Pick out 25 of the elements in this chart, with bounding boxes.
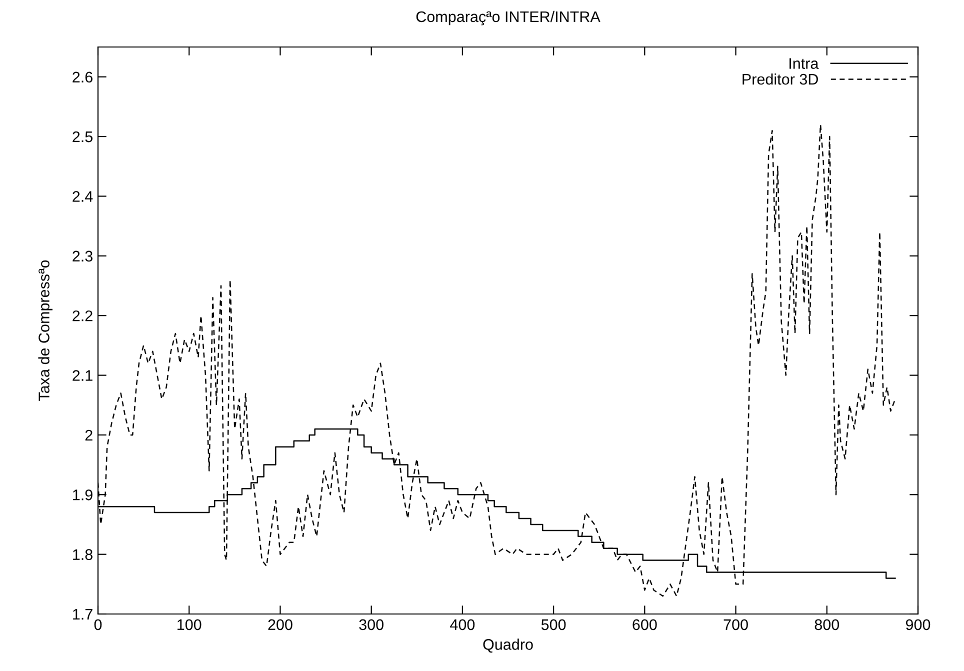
y-tick-label: 2.6	[72, 72, 92, 83]
y-tick-label: 2	[85, 430, 92, 440]
x-tick-label: 100	[178, 619, 202, 630]
x-tick-label: 800	[814, 619, 840, 630]
x-tick-label: 600	[632, 619, 657, 630]
y-tick-label: 1.8	[73, 549, 92, 560]
y-tick-label: 1.7	[73, 609, 92, 620]
y-axis-title: Taxa de Compressªo	[38, 260, 52, 401]
x-tick-label: 900	[906, 619, 930, 630]
y-tick-label: 2.2	[72, 310, 92, 322]
y-tick-label: 2.3	[72, 250, 92, 262]
x-tick-label: 0	[94, 619, 102, 630]
x-tick-label: 400	[450, 619, 475, 630]
x-tick-label: 700	[724, 619, 748, 630]
y-tick-label: 2.4	[72, 191, 93, 202]
x-tick-label: 300	[359, 619, 384, 630]
y-tick-label: 2.1	[72, 370, 92, 381]
x-tick-label: 500	[541, 619, 566, 630]
x-tick-label: 200	[268, 619, 292, 630]
legend-label: Preditor 3D	[742, 73, 818, 85]
legend-label: Intra	[790, 58, 819, 69]
x-axis-title: Quadro	[483, 638, 533, 653]
y-tick-label: 1.9	[73, 490, 92, 500]
chart-title: Comparaçªo INTER/INTRA	[416, 10, 600, 26]
y-tick-label: 2.5	[72, 131, 92, 142]
